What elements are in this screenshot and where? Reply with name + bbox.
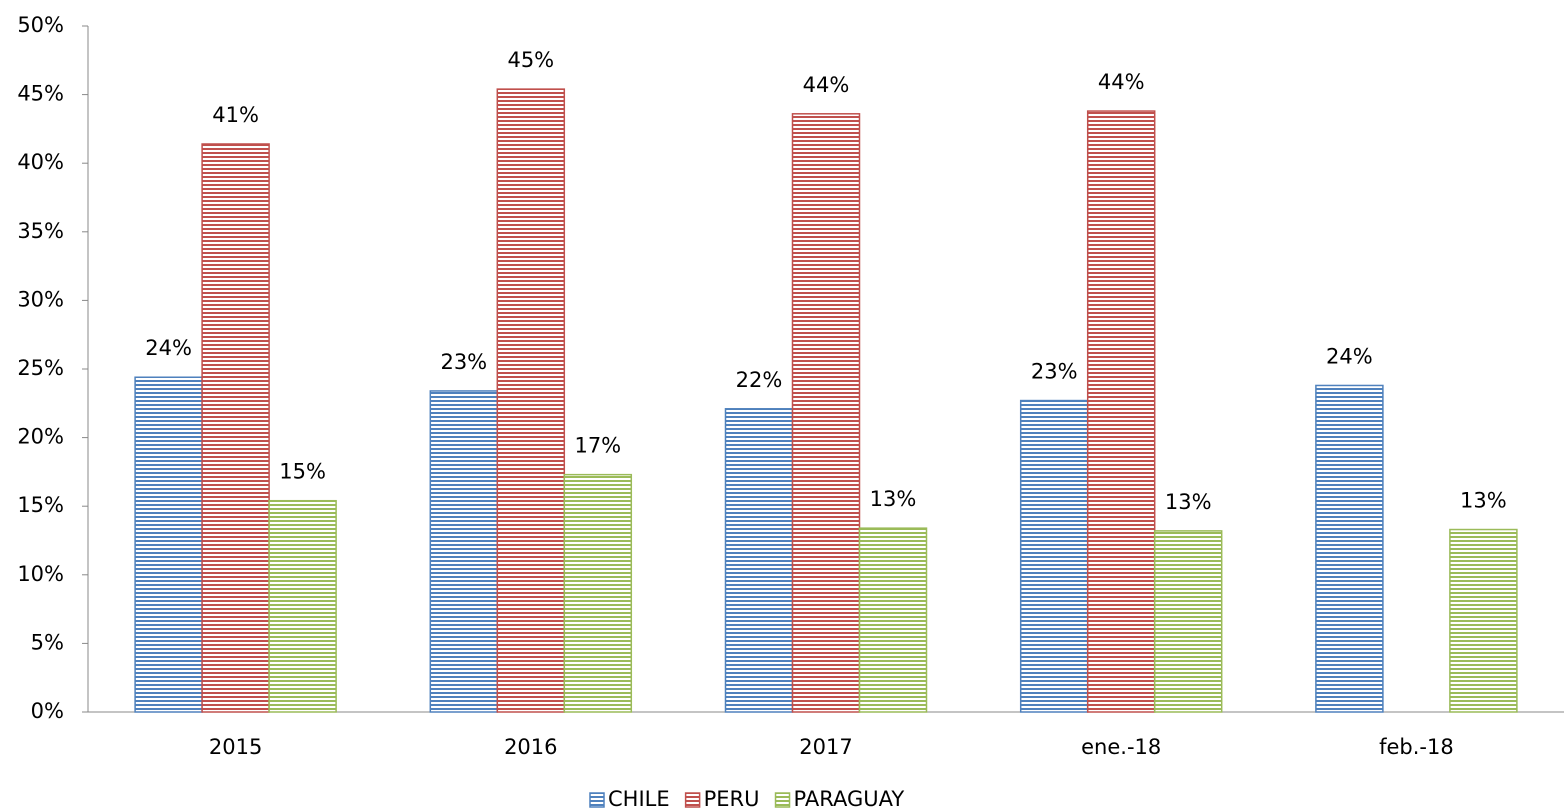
bar [1153,530,1223,713]
x-tick-label: ene.-18 [1081,735,1161,759]
bar [201,143,270,713]
data-label: 23% [1031,360,1078,384]
data-label: 41% [212,103,259,127]
bar [563,473,633,713]
data-label: 13% [870,487,917,511]
y-tick-label: 20% [17,425,64,449]
bar [1019,399,1089,713]
x-tick-label: 2015 [209,735,262,759]
data-label: 23% [440,350,487,374]
y-tick-label: 25% [17,356,64,380]
y-tick-label: 45% [17,82,64,106]
data-label: 17% [574,434,621,458]
bar [858,527,928,713]
bar [429,390,499,713]
data-label: 44% [1098,70,1145,94]
bar [268,499,337,713]
legend-label: PARAGUAY [794,787,905,811]
y-tick-label: 50% [17,13,64,37]
y-tick-label: 35% [17,219,64,243]
y-tick-label: 40% [17,150,64,174]
x-tick-label: feb.-18 [1379,735,1454,759]
y-tick-label: 5% [31,630,64,654]
bar [1086,110,1156,713]
data-label: 22% [736,368,783,392]
bar [791,113,861,713]
y-tick-label: 30% [17,287,64,311]
y-tick-label: 0% [31,699,64,723]
data-label: 15% [279,460,326,484]
x-tick-label: 2017 [799,735,852,759]
bar [496,88,566,713]
data-label: 13% [1165,490,1212,514]
bar [1315,384,1384,713]
x-tick-label: 2016 [504,735,557,759]
legend-swatch [589,792,605,808]
legend-swatch [774,792,791,808]
data-label: 44% [803,73,850,97]
legend-label: PERU [704,787,760,811]
bar [134,376,203,713]
legend-swatch [684,792,701,808]
bar [724,408,794,713]
bar [1449,528,1518,713]
y-tick-label: 15% [17,493,64,517]
legend-label: CHILE [608,787,670,811]
data-label: 13% [1460,489,1507,513]
data-label: 24% [145,336,192,360]
data-label: 45% [507,48,554,72]
data-label: 24% [1326,344,1373,368]
y-tick-label: 10% [17,562,64,586]
